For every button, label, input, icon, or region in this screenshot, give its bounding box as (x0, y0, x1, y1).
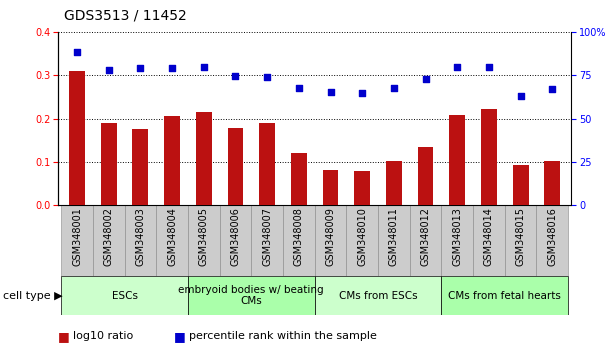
Text: log10 ratio: log10 ratio (73, 331, 134, 341)
Bar (473, 205, 505, 276)
Bar (505, 205, 536, 276)
Bar (354, 171, 370, 205)
Point (547, 86, 557, 92)
Bar (449, 115, 465, 205)
Text: GSM348016: GSM348016 (547, 207, 557, 266)
Text: GSM348015: GSM348015 (516, 207, 525, 267)
Text: GSM348011: GSM348011 (389, 207, 399, 266)
Point (389, 85, 399, 91)
Point (104, 67, 114, 73)
Bar (125, 205, 156, 276)
Bar (101, 123, 117, 205)
Text: GSM348004: GSM348004 (167, 207, 177, 266)
Text: GSM348005: GSM348005 (199, 207, 209, 267)
Text: GSM348010: GSM348010 (357, 207, 367, 266)
Bar (315, 205, 346, 276)
Bar (536, 205, 568, 276)
Text: GSM348006: GSM348006 (230, 207, 241, 266)
Bar (259, 123, 275, 205)
Text: CMs from fetal hearts: CMs from fetal hearts (448, 291, 561, 301)
Text: ■: ■ (58, 330, 70, 343)
Point (72, 49, 82, 55)
Point (452, 64, 462, 70)
Bar (441, 276, 568, 315)
Bar (188, 276, 315, 315)
Text: ESCs: ESCs (112, 291, 137, 301)
Bar (61, 205, 93, 276)
Text: GSM348008: GSM348008 (294, 207, 304, 266)
Bar (346, 205, 378, 276)
Bar (291, 153, 307, 205)
Bar (156, 205, 188, 276)
Point (294, 85, 304, 91)
Text: ■: ■ (174, 330, 186, 343)
Text: GSM348009: GSM348009 (326, 207, 335, 266)
Point (262, 74, 272, 80)
Bar (69, 71, 85, 205)
Point (136, 65, 145, 71)
Bar (219, 205, 251, 276)
Bar (93, 205, 125, 276)
Bar (283, 205, 315, 276)
Bar (513, 165, 529, 205)
Text: GSM348013: GSM348013 (452, 207, 463, 266)
Bar (418, 147, 433, 205)
Bar (410, 205, 441, 276)
Text: embryoid bodies w/ beating
CMs: embryoid bodies w/ beating CMs (178, 285, 324, 307)
Bar (481, 109, 497, 205)
Bar (378, 205, 410, 276)
Text: GSM348001: GSM348001 (72, 207, 82, 266)
Point (484, 64, 494, 69)
Text: percentile rank within the sample: percentile rank within the sample (189, 331, 377, 341)
Bar (251, 205, 283, 276)
Text: GSM348002: GSM348002 (104, 207, 114, 267)
Point (230, 73, 240, 79)
Text: GSM348003: GSM348003 (136, 207, 145, 266)
Text: GDS3513 / 11452: GDS3513 / 11452 (64, 9, 187, 23)
Bar (61, 276, 188, 315)
Bar (188, 205, 219, 276)
Bar (386, 161, 402, 205)
Text: cell type ▶: cell type ▶ (3, 291, 63, 301)
Bar (323, 170, 338, 205)
Text: GSM348012: GSM348012 (420, 207, 431, 267)
Point (167, 65, 177, 71)
Point (326, 89, 335, 95)
Bar (133, 130, 148, 205)
Point (420, 76, 430, 81)
Point (199, 64, 209, 69)
Bar (196, 112, 211, 205)
Text: GSM348014: GSM348014 (484, 207, 494, 266)
Bar (164, 115, 180, 205)
Text: CMs from ESCs: CMs from ESCs (338, 291, 417, 301)
Point (357, 91, 367, 96)
Bar (315, 276, 441, 315)
Bar (227, 128, 243, 205)
Point (516, 93, 525, 99)
Bar (544, 161, 560, 205)
Text: GSM348007: GSM348007 (262, 207, 272, 267)
Bar (441, 205, 473, 276)
